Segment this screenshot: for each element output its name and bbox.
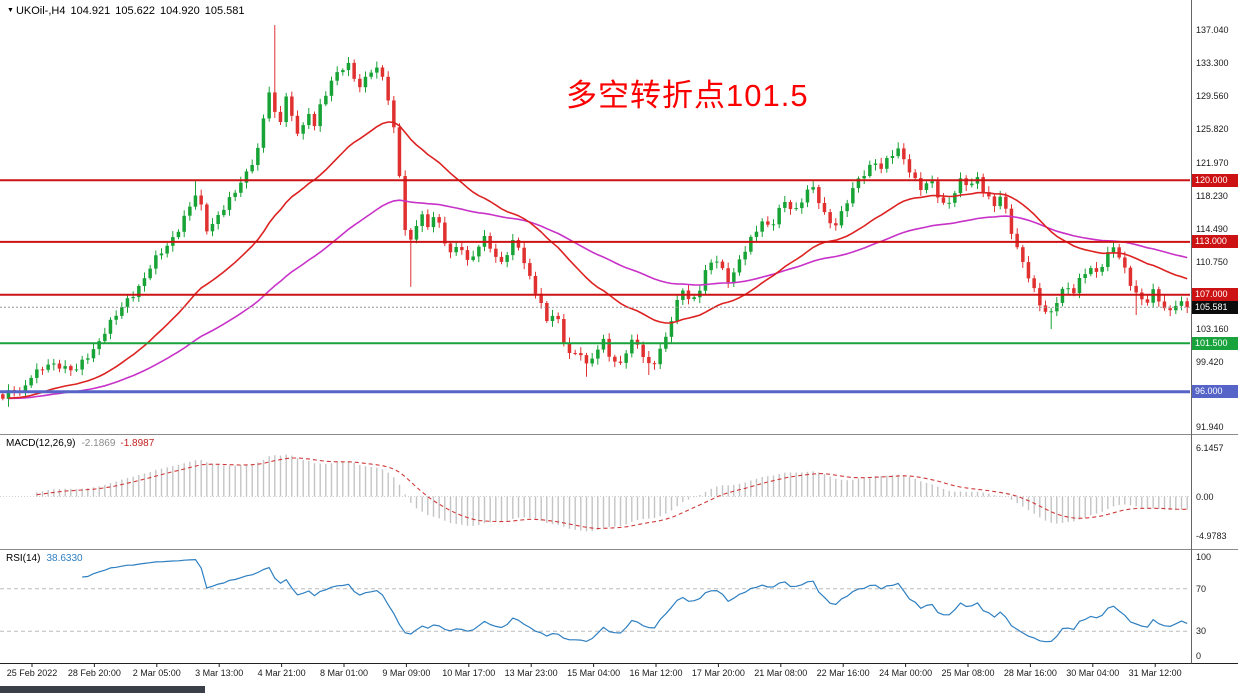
price-tick-label: 91.940 — [1196, 422, 1224, 432]
last-price-tag: 105.581 — [1192, 301, 1238, 314]
high-value: 105.622 — [115, 5, 155, 17]
date-label: 4 Mar 21:00 — [257, 668, 306, 678]
close-value: 105.581 — [204, 5, 245, 17]
open-value: 104.921 — [70, 5, 111, 17]
rsi-pane[interactable] — [0, 550, 1190, 663]
rsi-axis-label: 70 — [1196, 584, 1207, 594]
price-tick-label: 103.160 — [1196, 324, 1229, 334]
date-label: 28 Mar 16:00 — [1003, 668, 1057, 678]
rsi-axis-label: 30 — [1196, 626, 1207, 636]
price-level-tag: 101.500 — [1192, 337, 1238, 350]
rsi-name: RSI(14) — [6, 553, 41, 564]
ma-slow-line — [8, 199, 1188, 400]
macd-axis-label: -4.9783 — [1196, 531, 1227, 541]
price-tick-label: 114.490 — [1196, 224, 1228, 234]
price-level-tag: 96.000 — [1192, 385, 1238, 398]
date-label: 15 Mar 04:00 — [567, 668, 621, 678]
price-tick-label: 137.040 — [1196, 25, 1229, 35]
macd-pane[interactable] — [0, 435, 1190, 549]
rsi-axis-label: 100 — [1196, 552, 1212, 562]
macd-signal-value: -1.8987 — [120, 438, 155, 449]
date-label: 21 Mar 08:00 — [754, 668, 808, 678]
price-axis[interactable]: 137.040 133.300 129.560 125.820 121.970 118.2… — [1192, 0, 1238, 663]
date-label: 30 Mar 04:00 — [1066, 668, 1120, 678]
date-label: 17 Mar 20:00 — [691, 668, 745, 678]
rsi-indicator-label: RSI(14) 38.6330 — [6, 553, 83, 564]
macd-main-value: -2.1869 — [81, 438, 116, 449]
date-label: 25 Feb 2022 — [6, 668, 58, 678]
candles-layer — [1, 25, 1189, 407]
date-label: 22 Mar 16:00 — [816, 668, 870, 678]
date-label: 24 Mar 00:00 — [879, 668, 933, 678]
macd-name: MACD(12,26,9) — [6, 438, 76, 449]
macd-histogram — [36, 454, 1188, 532]
macd-signal-line — [36, 457, 1188, 530]
date-label: 2 Mar 05:00 — [132, 668, 181, 678]
time-axis[interactable]: 25 Feb 2022 28 Feb 20:00 2 Mar 05:00 3 Mar … — [0, 663, 1238, 691]
collapse-triangle-icon[interactable]: ▼ — [7, 7, 14, 14]
rsi-axis-label: 0 — [1196, 651, 1202, 661]
macd-axis-label: 0.00 — [1196, 492, 1214, 502]
ma-fast-line — [8, 121, 1188, 399]
price-level-tag: 113.000 — [1192, 235, 1238, 248]
price-tick-label: 133.300 — [1196, 58, 1229, 68]
date-label: 9 Mar 09:00 — [382, 668, 431, 678]
chart-annotation-text[interactable]: 多空转折点101.5 — [566, 78, 809, 113]
macd-indicator-label: MACD(12,26,9) -2.1869 -1.8987 — [6, 438, 154, 449]
price-tick-label: 110.750 — [1196, 257, 1228, 267]
price-tick-label: 121.970 — [1196, 158, 1229, 168]
price-tick-label: 99.420 — [1196, 357, 1224, 367]
frame-layer — [0, 0, 1238, 667]
date-label: 28 Feb 20:00 — [67, 668, 121, 678]
price-level-tag: 120.000 — [1192, 174, 1238, 187]
rsi-value: 38.6330 — [46, 553, 83, 564]
date-label: 3 Mar 13:00 — [195, 668, 244, 678]
horizontal-scrollbar-thumb[interactable] — [0, 686, 205, 693]
date-label: 16 Mar 12:00 — [629, 668, 683, 678]
date-label: 31 Mar 12:00 — [1128, 668, 1182, 678]
low-value: 104.920 — [159, 5, 200, 17]
date-label: 13 Mar 23:00 — [504, 668, 558, 678]
price-tick-label: 118.230 — [1196, 191, 1228, 201]
price-level-tag: 107.000 — [1192, 288, 1238, 301]
price-tick-label: 129.560 — [1196, 91, 1229, 101]
macd-axis-label: 6.1457 — [1196, 443, 1224, 453]
horizontal-lines-layer — [0, 179, 1190, 394]
symbol-timeframe-label: UKOil-,H4 — [15, 5, 66, 17]
chart-title: ▼ UKOil-,H4 104.921 105.622 104.920 105.581 — [7, 5, 245, 17]
date-label: 10 Mar 17:00 — [442, 668, 496, 678]
price-tick-label: 125.820 — [1196, 124, 1229, 134]
rsi-line — [82, 558, 1188, 643]
date-label: 8 Mar 01:00 — [319, 668, 369, 678]
date-label: 25 Mar 08:00 — [941, 668, 995, 678]
